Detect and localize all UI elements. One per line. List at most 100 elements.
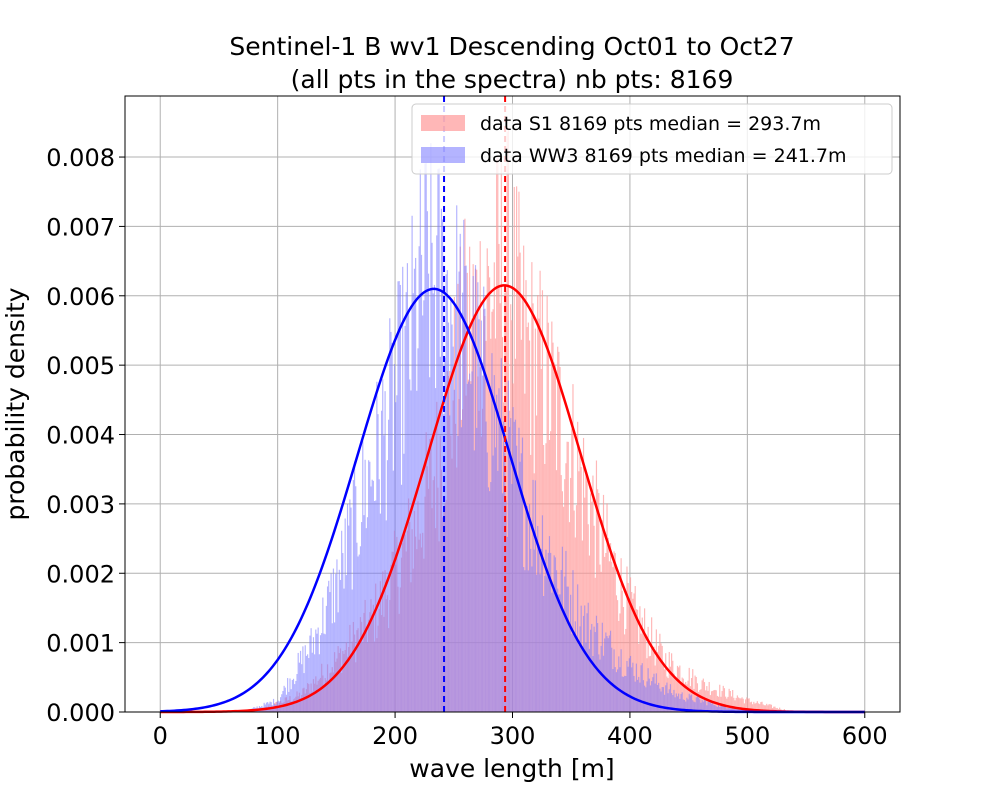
x-axis-label: wave length [m] [409,754,614,783]
histogram-bar [656,685,659,712]
histogram-bar [703,699,706,712]
histogram-bar [683,683,686,712]
histogram-bar [464,266,466,712]
histogram-bar [315,629,317,712]
histogram-bar [388,419,390,712]
histogram-bar [294,684,296,712]
histogram-bar [763,705,765,712]
histogram-bar [311,652,313,712]
histogram-bar [359,546,362,712]
histogram-bar [685,701,687,712]
histogram-bar [383,435,385,712]
histogram-bar [544,575,546,712]
histogram-bar [324,634,326,712]
histogram-bar [389,318,391,712]
histogram-bar [554,557,556,712]
histogram-bar [539,574,541,712]
histogram-bar [735,707,737,712]
histogram-bar [353,461,356,712]
histogram-bar [593,525,595,712]
histogram-bar [423,300,425,712]
histogram-bar [752,704,754,712]
histogram-bar [312,637,315,712]
histogram-bar [409,379,411,712]
histogram-bar [526,506,528,712]
histogram-bar [770,704,773,712]
histogram-bar [500,358,502,712]
histogram-bar [580,605,582,712]
y-tick-label: 0.001 [46,630,115,658]
histogram-bar [465,265,467,712]
histogram-bar [620,558,622,712]
histogram-bar [736,708,738,712]
histogram-bar [695,697,697,712]
histogram-bar [439,356,441,712]
histogram-bar [304,645,306,712]
histogram-bar [346,503,349,712]
histogram-bar [341,530,343,712]
histogram-bar [520,453,522,712]
histogram-bar [609,630,612,712]
histogram-bar [654,683,656,712]
histogram-bar [668,651,670,712]
histogram-bar [562,611,565,712]
histogram-bar [567,441,569,712]
histogram-bar [607,537,609,712]
histogram-bar [506,536,508,712]
histogram-bar [730,708,733,712]
histogram-bar [722,704,724,712]
histogram-bar [553,362,555,712]
histogram-bar [480,320,482,712]
histogram-bar [617,600,619,712]
histogram-bar [497,470,499,712]
histogram-bar [513,421,515,712]
histogram-bar [390,331,392,712]
histogram-bar [598,654,600,712]
histogram-bar [334,622,336,712]
chart-title-line1: Sentinel-1 B wv1 Descending Oct01 to Oct… [229,32,794,61]
histogram-bar [369,461,371,712]
histogram-bar [599,659,601,712]
histogram-bar [767,705,769,712]
histogram-bar [727,708,729,712]
histogram-bar [590,493,592,712]
histogram-bar [572,384,574,712]
histogram-bar [538,544,540,712]
histogram-bar [635,609,637,712]
histogram-bar [419,169,421,712]
histogram-bar [571,428,573,712]
histogram-bar [575,638,578,712]
histogram-bar [755,702,757,712]
histogram-bar [592,475,594,712]
histogram-bar [426,211,428,712]
histogram-bar [699,699,701,712]
y-tick-label: 0.006 [46,283,115,311]
histogram-bar [581,646,583,712]
histogram-bar [528,504,531,712]
histogram-bar [748,698,750,712]
histogram-bar [703,682,706,712]
histogram-bar [615,672,618,712]
histogram-bar [308,658,310,712]
histogram-bar [760,702,762,712]
histogram-bar [727,696,729,712]
histogram-bar [518,427,520,712]
x-tick-label: 500 [724,722,770,750]
legend-box [411,103,893,175]
histogram-bar [511,483,513,712]
histogram-bar [472,276,474,712]
histogram-bar [675,693,677,712]
histogram-bar [730,696,733,712]
histogram-bar [269,701,271,712]
histogram-bar [716,706,718,712]
histogram-bar [512,407,514,712]
histogram-bar [715,690,717,712]
histogram-bar [742,709,744,712]
histogram-bar [338,569,340,712]
legend-swatch-ww3 [421,147,465,163]
histogram-bar [700,702,702,712]
histogram-bar [265,702,268,712]
histogram-bar [581,540,583,712]
histogram-bar [776,707,778,712]
histogram-bar [551,321,553,712]
